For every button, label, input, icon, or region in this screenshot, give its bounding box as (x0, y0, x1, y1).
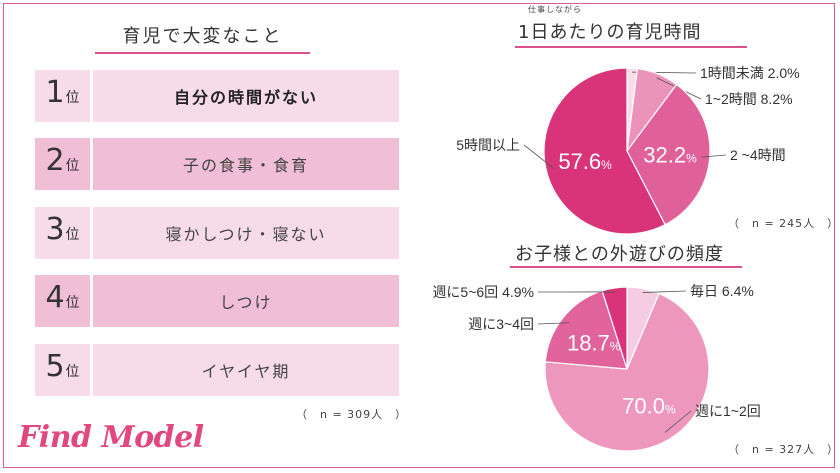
ranking-title: 育児で大変なこと (122, 26, 283, 47)
pie2-slice-2 (544, 292, 710, 452)
chart1-title: 1日あたりの育児時間 (518, 22, 702, 43)
percent-sign: % (610, 339, 621, 353)
pie2-slice-1-label: 毎日 6.4% (690, 283, 754, 299)
rank-label: イヤイヤ期 (93, 344, 399, 396)
rank-suffix: 位 (65, 364, 80, 380)
rank-digit: 2 (45, 143, 65, 178)
chart1-sample-note: （ n = 245人 ） (728, 217, 840, 230)
chart2-sample-note: （ n = 327人 ） (728, 443, 840, 456)
rank-suffix: 位 (65, 227, 80, 243)
rank-suffix: 位 (65, 90, 80, 106)
ranking-title-underline (95, 52, 310, 54)
find-model-logo: Find Model (18, 420, 204, 455)
percent-sign: % (601, 158, 612, 172)
chart2-title-underline (510, 266, 742, 268)
chart1-ruby: 仕事しながら (528, 5, 582, 14)
outer-frame (3, 3, 835, 468)
pie2-slice-2-label: 週に1~2回 (695, 403, 761, 419)
pie1-slice-2-label: 1~2時間 8.2% (705, 91, 793, 107)
rank-label: しつけ (93, 275, 399, 327)
pie1-slice-3-label: 2 ~4時間 (730, 147, 786, 163)
rank-label: 子の食事・食育 (93, 138, 399, 190)
pie2-slice-3-label: 週に3~4回 (468, 316, 534, 332)
pie2-slice-1-leader (642, 290, 687, 293)
rank-digit: 3 (45, 212, 65, 247)
pie2-slice-4-label: 週に5~6回 4.9% (432, 284, 534, 300)
rank-digit: 4 (45, 280, 65, 315)
chart2-title: お子様との外遊びの頻度 (515, 244, 724, 265)
pie2-slice-2-leader (664, 410, 692, 433)
pie1-slice-4-value: 57.6% (558, 149, 612, 174)
rank-suffix: 位 (65, 295, 80, 311)
pie1-slice-3-leader (701, 154, 727, 158)
percent-sign: % (686, 152, 697, 166)
percent-sign: % (665, 403, 676, 417)
rank-digit: 1 (45, 75, 65, 110)
rank-digit: 5 (45, 349, 65, 384)
rank-label: 自分の時間がない (93, 70, 399, 122)
pie1-slice-3 (626, 83, 711, 226)
pie1-slice-1-label: 1時間未満 2.0% (700, 65, 800, 81)
chart1-title-underline (515, 46, 747, 48)
pie2-slice-4 (601, 286, 628, 370)
rank-label: 寝かしつけ・寝ない (93, 207, 399, 259)
pie2-slice-3-leader (537, 322, 570, 325)
pie2-slice-3 (544, 290, 628, 370)
rank-suffix: 位 (65, 158, 80, 174)
pie1-slice-4-label: 5時間以上 (456, 137, 520, 153)
ranking-sample-note: （ n = 309人 ） (296, 408, 408, 421)
pie1-slice-4 (543, 67, 666, 235)
pie1-slice-4-leader (523, 144, 555, 170)
